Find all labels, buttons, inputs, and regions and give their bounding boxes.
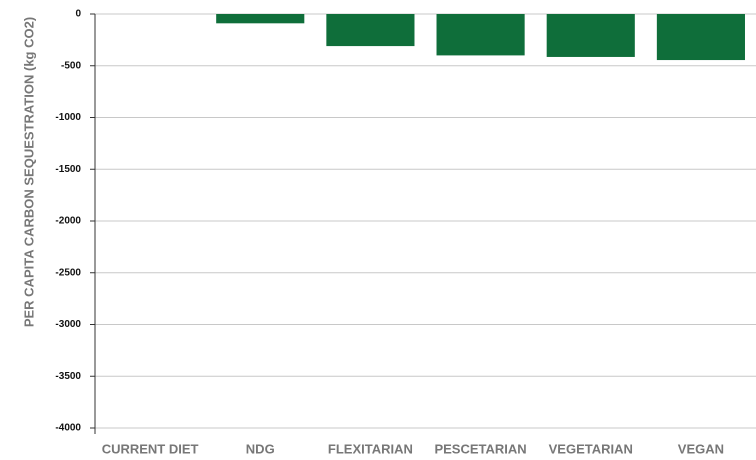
y-tick-label: 0: [75, 9, 81, 20]
x-tick-label: VEGAN: [678, 441, 724, 456]
bar: [546, 14, 635, 57]
bar: [216, 14, 305, 24]
y-tick-label: -2000: [55, 216, 81, 227]
x-tick-label: CURRENT DIET: [102, 441, 199, 456]
y-tick-label: -3500: [55, 371, 81, 382]
y-tick-label: -4000: [55, 423, 81, 434]
y-tick-label: -2500: [55, 267, 81, 278]
x-tick-label: NDG: [246, 441, 275, 456]
x-tick-label: FLEXITARIAN: [328, 441, 413, 456]
x-tick-label: VEGETARIAN: [549, 441, 633, 456]
y-tick-label: -1000: [55, 112, 81, 123]
y-axis-label: PER CAPITA CARBON SEQUESTRATION (kg CO2): [21, 17, 36, 327]
bar: [436, 14, 525, 56]
x-tick-label: PESCETARIAN: [434, 441, 526, 456]
y-tick-label: -3000: [55, 319, 81, 330]
y-tick-label: -500: [61, 60, 81, 71]
bar: [326, 14, 415, 47]
y-tick-label: -1500: [55, 164, 81, 175]
bar: [656, 14, 745, 61]
